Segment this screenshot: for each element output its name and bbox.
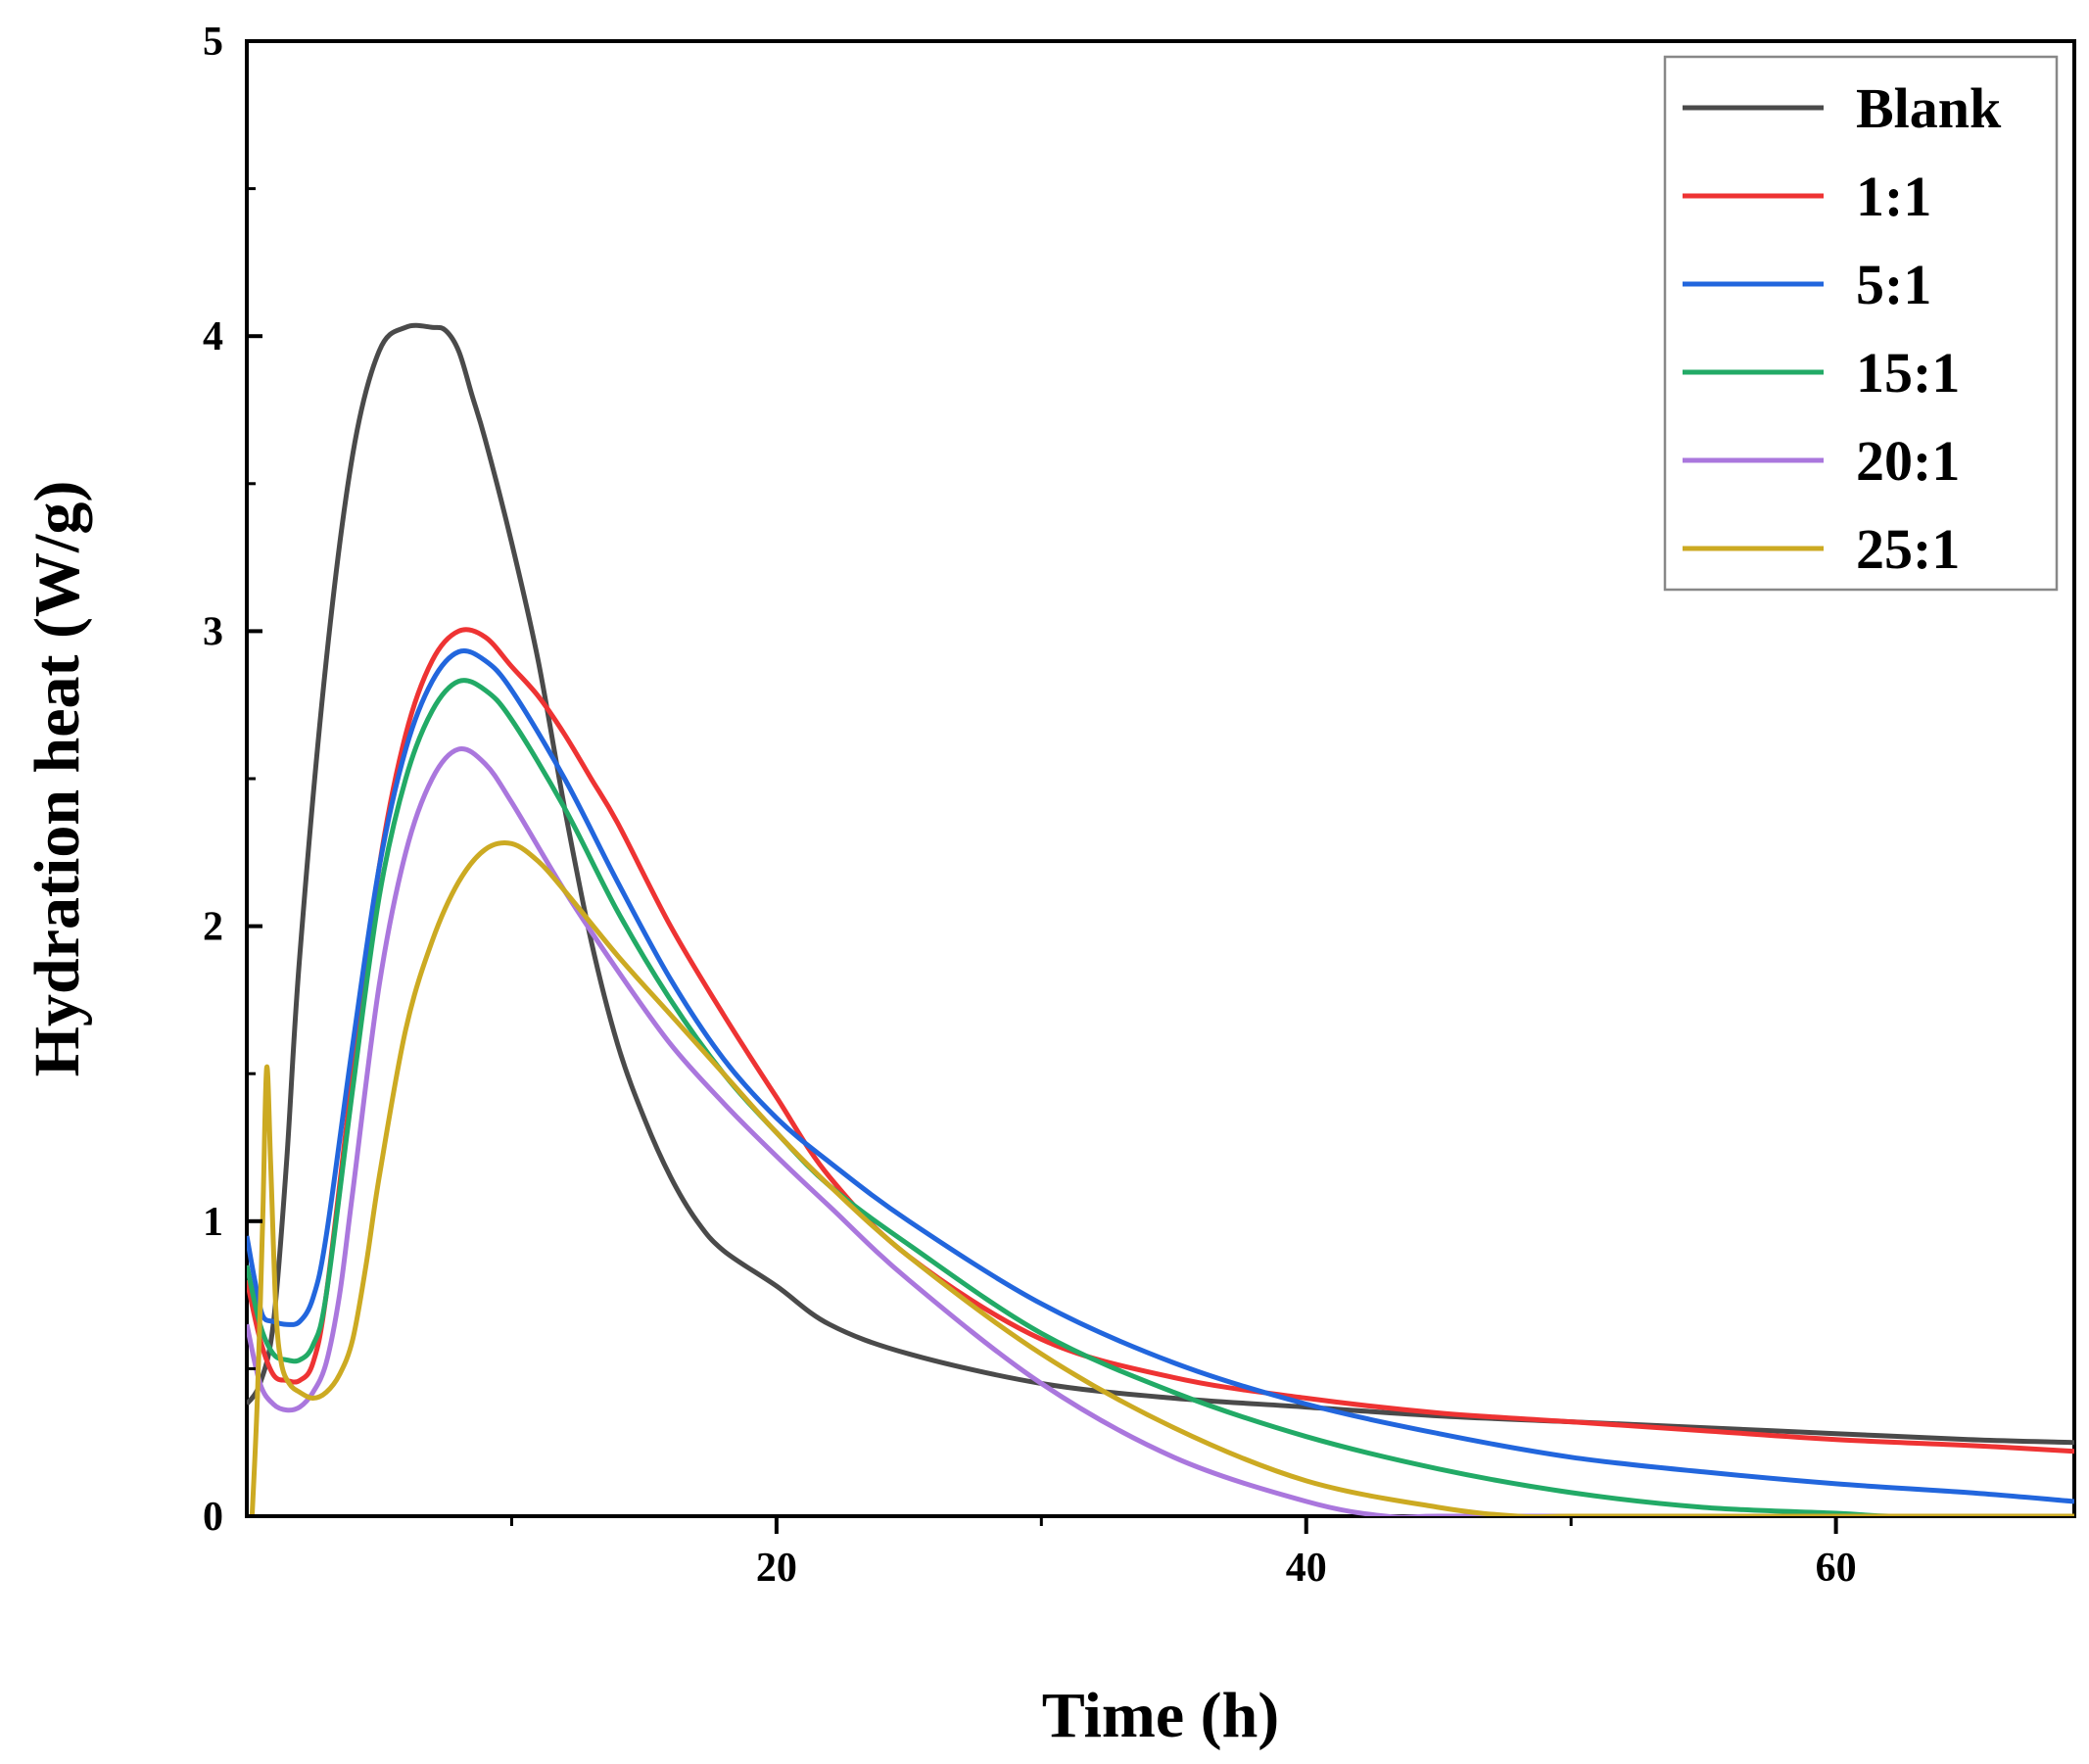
x-tick-label: 60 bbox=[1816, 1546, 1857, 1591]
legend-label: 1:1 bbox=[1856, 165, 1931, 228]
legend-label: Blank bbox=[1856, 76, 2002, 140]
x-tick-label: 20 bbox=[756, 1546, 797, 1591]
series-line-4 bbox=[247, 678, 2074, 1516]
series-line-5 bbox=[247, 745, 2074, 1516]
legend-label: 15:1 bbox=[1856, 341, 1960, 405]
series-lines bbox=[247, 322, 2074, 1516]
legend-label: 5:1 bbox=[1856, 253, 1931, 316]
y-axis-title: Hydration heat (W/g) bbox=[22, 481, 93, 1077]
plot-area bbox=[245, 39, 2076, 1518]
series-line-3 bbox=[247, 648, 2074, 1504]
y-tick-label: 4 bbox=[203, 314, 223, 359]
y-tick-label: 0 bbox=[203, 1495, 223, 1540]
axes: 0 1 2 3 4 5 20 40 60 bbox=[203, 20, 1857, 1591]
y-tick-label: 3 bbox=[203, 609, 223, 654]
legend-box bbox=[1663, 55, 2059, 592]
y-tick-label: 5 bbox=[203, 20, 223, 65]
series-line-2 bbox=[247, 627, 2074, 1454]
x-tick-label: 40 bbox=[1286, 1546, 1327, 1591]
legend-label: 25:1 bbox=[1856, 517, 1960, 581]
legend: Blank 1:1 5:1 15:1 20:1 25:1 bbox=[1663, 55, 2059, 592]
x-axis-title: Time (h) bbox=[1042, 1680, 1280, 1751]
y-tick-label: 2 bbox=[203, 905, 223, 950]
series-line-6 bbox=[249, 839, 2074, 1516]
legend-label: 20:1 bbox=[1856, 429, 1960, 493]
y-tick-label: 1 bbox=[203, 1200, 223, 1245]
